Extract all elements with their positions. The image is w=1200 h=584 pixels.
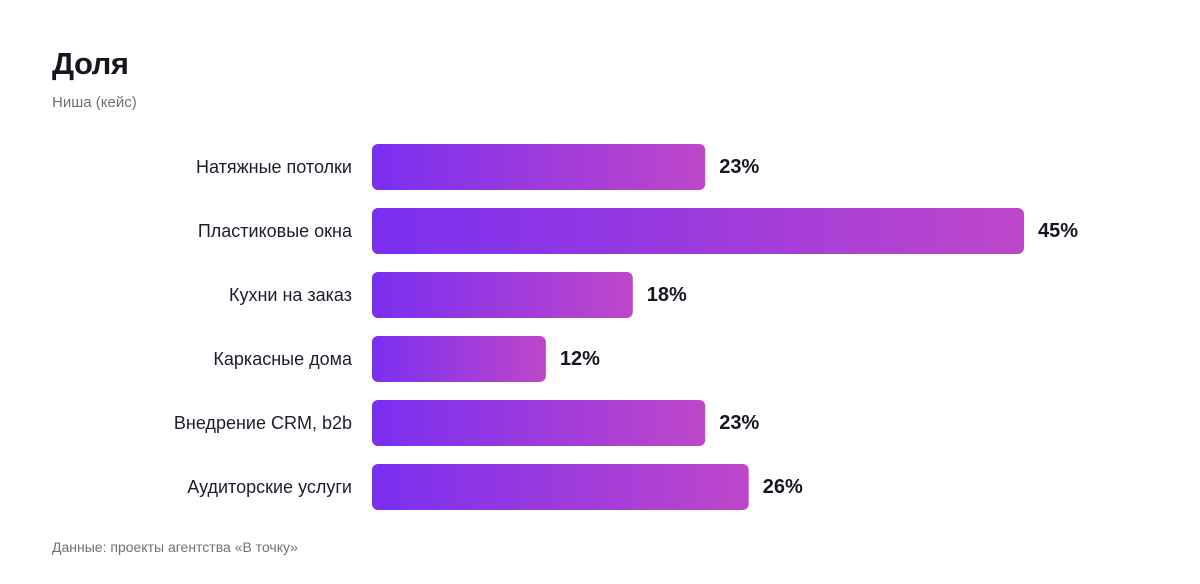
bar xyxy=(372,208,1024,254)
bar xyxy=(372,144,706,190)
bar xyxy=(372,336,546,382)
bar-row: Натяжные потолки 23% xyxy=(196,144,759,190)
category-label: Каркасные дома xyxy=(213,349,353,369)
category-label: Аудиторские услуги xyxy=(187,477,352,497)
bars-layer: Натяжные потолки 23% Пластиковые окна 45% Ку… xyxy=(174,144,1078,510)
category-label: Пластиковые окна xyxy=(198,221,353,241)
bar xyxy=(372,464,749,510)
bar-row: Каркасные дома 12% xyxy=(213,336,600,382)
category-label: Кухни на заказ xyxy=(229,285,352,305)
value-label: 45% xyxy=(1038,220,1078,242)
value-label: 23% xyxy=(719,156,759,178)
chart-subtitle: Ниша (кейс) xyxy=(52,94,137,111)
source-note: Данные: проекты агентства «В точку» xyxy=(52,539,298,555)
bar xyxy=(372,272,633,318)
bar-row: Пластиковые окна 45% xyxy=(198,208,1078,254)
bar-row: Кухни на заказ 18% xyxy=(229,272,687,318)
value-label: 26% xyxy=(763,476,803,498)
value-label: 23% xyxy=(719,412,759,434)
bar xyxy=(372,400,706,446)
value-label: 12% xyxy=(560,348,600,370)
category-label: Внедрение CRM, b2b xyxy=(174,413,352,433)
bar-row: Внедрение CRM, b2b 23% xyxy=(174,400,759,446)
value-label: 18% xyxy=(647,284,687,306)
category-label: Натяжные потолки xyxy=(196,157,352,177)
chart-title: Доля xyxy=(52,46,129,81)
bar-row: Аудиторские услуги 26% xyxy=(187,464,803,510)
